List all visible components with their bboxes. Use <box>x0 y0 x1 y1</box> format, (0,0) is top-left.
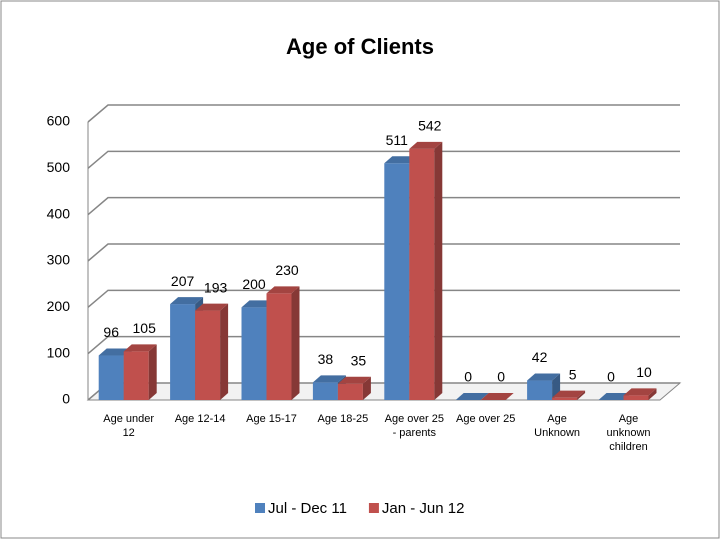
x-tick-label: Age over 25 - parents <box>384 413 444 439</box>
bar-side <box>577 390 586 400</box>
bar-side <box>291 286 300 400</box>
data-label: 38 <box>318 351 334 367</box>
bar-side <box>648 388 657 400</box>
y-tick-label: 100 <box>47 344 71 360</box>
bar-front <box>409 148 435 400</box>
bar-side <box>362 376 371 400</box>
data-label: 511 <box>386 132 409 148</box>
bar <box>195 303 229 400</box>
legend-swatch <box>368 503 379 513</box>
data-label: 207 <box>171 273 195 289</box>
bar-top <box>337 376 371 384</box>
data-label: 200 <box>242 276 266 292</box>
bar-front <box>170 304 196 400</box>
grid-line <box>87 196 680 216</box>
data-label: 230 <box>275 262 299 278</box>
grid-line <box>87 289 680 308</box>
bar-top <box>552 390 586 398</box>
bar-front <box>195 310 221 400</box>
bar-top <box>170 297 204 305</box>
y-tick-label: 400 <box>47 205 71 221</box>
y-tick-label: 600 <box>47 113 71 129</box>
data-label: 105 <box>133 320 157 336</box>
grid-line <box>87 335 680 355</box>
grid-line <box>87 150 680 169</box>
bar-top <box>623 388 657 396</box>
bar <box>123 344 157 400</box>
bar-top <box>123 344 157 352</box>
bar-side <box>148 344 157 400</box>
x-tick-label: Age over 25 <box>456 413 516 425</box>
bar-top <box>527 373 561 381</box>
x-tick-label: Age under 12 <box>103 413 155 439</box>
bar <box>552 390 586 400</box>
bar-front <box>527 380 553 400</box>
data-label: 0 <box>607 369 615 385</box>
bar-front <box>552 397 578 400</box>
bar-front <box>623 395 649 400</box>
bar-front <box>337 383 363 400</box>
bar <box>266 286 300 400</box>
bar-top <box>384 156 418 164</box>
bar-top <box>195 303 229 311</box>
bar-front <box>312 382 338 400</box>
bar-top <box>455 393 489 400</box>
x-tick-label: Age 12-14 <box>174 413 226 425</box>
data-label: 35 <box>351 352 367 368</box>
data-label: 542 <box>418 118 442 134</box>
bar <box>598 393 632 400</box>
chart-title: Age of Clients <box>286 34 434 59</box>
legend-swatch <box>255 503 265 513</box>
x-tick-label: Age Unknown <box>534 413 581 439</box>
bar-front <box>241 307 267 400</box>
bar-side <box>220 303 229 400</box>
bar-top <box>598 393 632 400</box>
grid-line <box>87 104 680 123</box>
bar <box>455 393 489 400</box>
y-tick-label: 500 <box>47 159 71 175</box>
bar-front <box>384 163 410 400</box>
bar-top <box>241 300 275 308</box>
x-tick-label: Age 18-25 <box>317 413 369 425</box>
data-label: 0 <box>464 369 472 385</box>
bar <box>623 388 657 400</box>
bar-side <box>434 141 443 400</box>
grid-line <box>87 243 680 262</box>
bar-top <box>98 348 132 356</box>
x-tick-label: Age 15-17 <box>246 413 297 425</box>
bar-front <box>123 351 149 400</box>
bar-front <box>98 355 124 400</box>
data-label: 193 <box>204 279 228 295</box>
bar <box>480 393 514 400</box>
bar-front <box>266 293 292 400</box>
legend-label: Jul - Dec 11 <box>268 500 347 517</box>
y-tick-label: 0 <box>62 391 70 407</box>
bar <box>409 141 443 400</box>
bar-top <box>266 286 300 294</box>
data-label: 96 <box>103 324 119 340</box>
legend-label: Jan - Jun 12 <box>382 500 465 517</box>
y-tick-label: 200 <box>47 298 71 314</box>
bar <box>337 376 371 400</box>
bar-top <box>312 375 346 383</box>
data-label: 5 <box>569 366 577 382</box>
bar-top <box>480 393 514 400</box>
bar-top <box>409 141 443 149</box>
data-label: 42 <box>532 349 548 365</box>
y-tick-label: 300 <box>47 252 71 268</box>
data-label: 0 <box>497 369 505 385</box>
x-tick-label: Age unknown children <box>606 413 651 453</box>
data-label: 10 <box>636 364 652 380</box>
